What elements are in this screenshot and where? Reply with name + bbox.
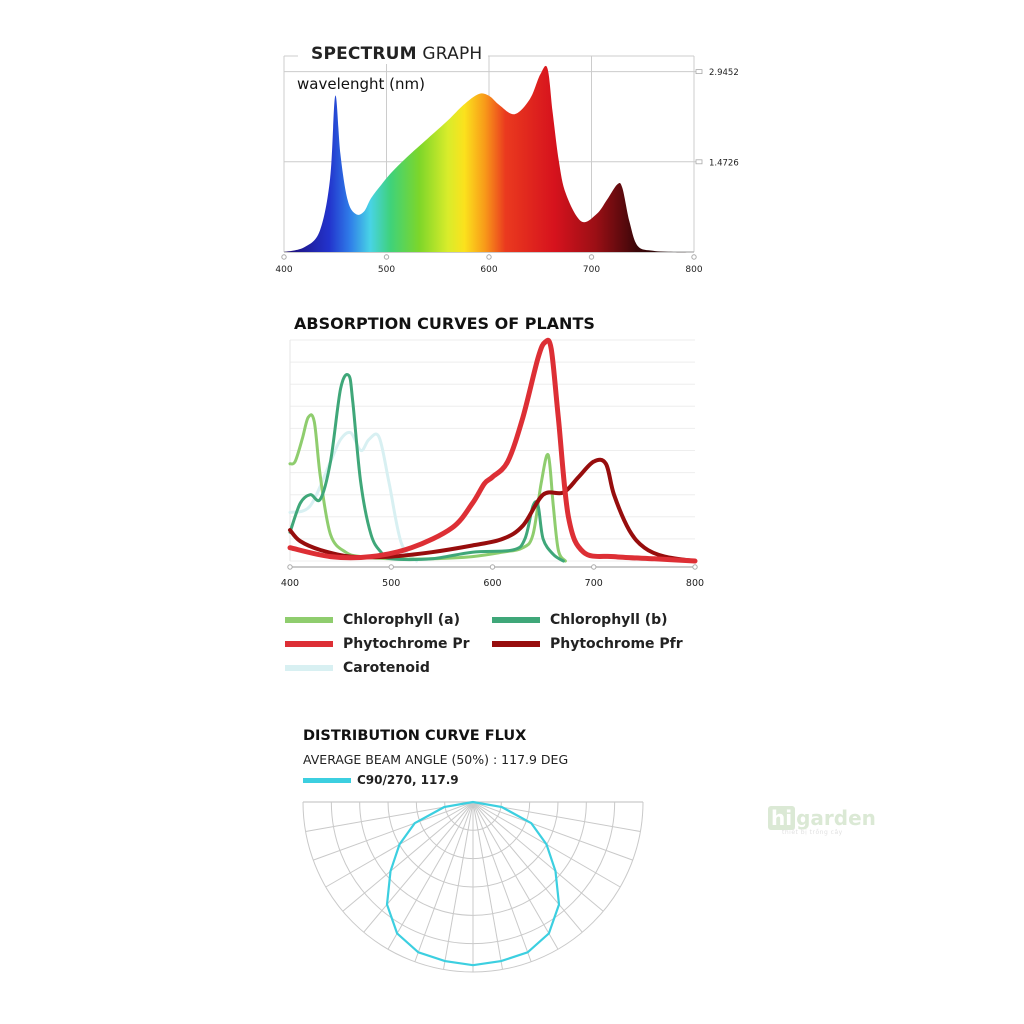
- watermark-tagline: thiết bị trồng cây: [782, 829, 843, 836]
- legend-item-chlorophyll-b: Chlorophyll (b): [492, 612, 668, 628]
- polar-spoke: [305, 801, 474, 833]
- legend-item-phytochrome-pfr: Phytochrome Pfr: [492, 636, 683, 652]
- polar-spoke: [472, 801, 604, 912]
- legend-item-chlorophyll-a: Chlorophyll (a): [285, 612, 460, 628]
- legend-swatch: [285, 665, 333, 671]
- spectrum-title: SPECTRUM GRAPH: [305, 44, 489, 64]
- x-tick-marker: [388, 564, 394, 570]
- legend-item-carotenoid: Carotenoid: [285, 660, 430, 676]
- x-tick-marker: [691, 254, 697, 260]
- spectrum-area: [284, 65, 694, 253]
- legend-swatch: [492, 617, 540, 623]
- x-tick-marker: [281, 254, 287, 260]
- x-tick-label: 800: [686, 578, 704, 589]
- polar-ring: [444, 801, 502, 831]
- y-tick-marker: [695, 159, 703, 165]
- polar-spoke: [442, 801, 474, 970]
- legend-swatch: [285, 617, 333, 623]
- legend-label: Carotenoid: [343, 660, 430, 676]
- polar-spoke: [472, 801, 621, 888]
- polar-spoke: [342, 801, 474, 912]
- distribution-title: DISTRIBUTION CURVE FLUX: [303, 728, 527, 744]
- polar-spoke: [313, 801, 474, 861]
- x-tick-marker: [486, 254, 492, 260]
- polar-spoke: [472, 801, 559, 950]
- polar-spoke: [472, 801, 583, 933]
- polar-spoke: [325, 801, 474, 888]
- logo-hi: hi: [768, 806, 796, 830]
- x-tick-label: 500: [382, 578, 400, 589]
- polar-spoke: [472, 801, 532, 962]
- legend-item-phytochrome-pr: Phytochrome Pr: [285, 636, 470, 652]
- absorption-title: ABSORPTION CURVES OF PLANTS: [294, 314, 595, 333]
- x-tick-marker: [591, 564, 597, 570]
- polar-spoke: [472, 801, 641, 833]
- polar-ring: [415, 801, 531, 860]
- polar-spoke: [363, 801, 474, 933]
- x-tick-marker: [287, 564, 293, 570]
- chlorophyll-b-line: [288, 373, 565, 563]
- y-tick-marker: [695, 69, 703, 75]
- distribution-legend: C90/270, 117.9: [303, 773, 459, 787]
- polar-ring: [330, 801, 616, 945]
- x-tick-marker: [588, 254, 595, 260]
- carotenoid-line: [288, 430, 419, 563]
- x-tick-label: 400: [275, 265, 292, 275]
- spectrum-axis-label: wavelenght (nm): [297, 75, 425, 93]
- x-tick-marker: [383, 254, 390, 260]
- watermark-logo: hi garden: [768, 806, 876, 830]
- x-tick-marker: [489, 564, 496, 570]
- spectrum-title-bold: SPECTRUM: [311, 44, 417, 64]
- x-tick-label: 500: [378, 265, 395, 275]
- spectrum-title-rest: GRAPH: [422, 44, 483, 64]
- beam-curve: [385, 800, 561, 967]
- x-tick-label: 600: [483, 578, 501, 589]
- logo-rest: garden: [796, 806, 876, 830]
- polar-spoke: [414, 801, 474, 962]
- legend-label: Phytochrome Pr: [343, 636, 470, 652]
- x-tick-label: 700: [583, 265, 600, 275]
- polar-ring: [387, 801, 559, 888]
- polar-spoke: [472, 801, 633, 861]
- legend-label: Chlorophyll (b): [550, 612, 668, 628]
- x-tick-label: 800: [685, 265, 702, 275]
- polar-spoke: [472, 801, 504, 970]
- x-tick-label: 700: [585, 578, 603, 589]
- distribution-subtitle: AVERAGE BEAM ANGLE (50%) : 117.9 DEG: [303, 752, 569, 767]
- legend-swatch: [492, 641, 540, 647]
- x-tick-label: 400: [281, 578, 299, 589]
- y-tick-label: 1.4726: [709, 158, 739, 168]
- polar-ring: [359, 801, 587, 916]
- legend-label: Phytochrome Pfr: [550, 636, 683, 652]
- x-tick-marker: [692, 564, 698, 570]
- legend-label: Chlorophyll (a): [343, 612, 461, 628]
- phytochrome-pfr-line: [288, 457, 697, 563]
- absorption-legend: Chlorophyll (a) Chlorophyll (b) Phytochr…: [285, 612, 705, 692]
- y-tick-label: 2.9452: [709, 68, 739, 78]
- x-tick-label: 600: [480, 265, 497, 275]
- phytochrome-pr-line: [287, 337, 698, 564]
- legend-swatch: [285, 641, 333, 647]
- legend-label: C90/270, 117.9: [357, 773, 459, 787]
- legend-swatch: [303, 777, 351, 783]
- polar-spoke: [387, 801, 474, 950]
- polar-ring: [302, 801, 644, 973]
- chlorophyll-a-line: [288, 413, 567, 563]
